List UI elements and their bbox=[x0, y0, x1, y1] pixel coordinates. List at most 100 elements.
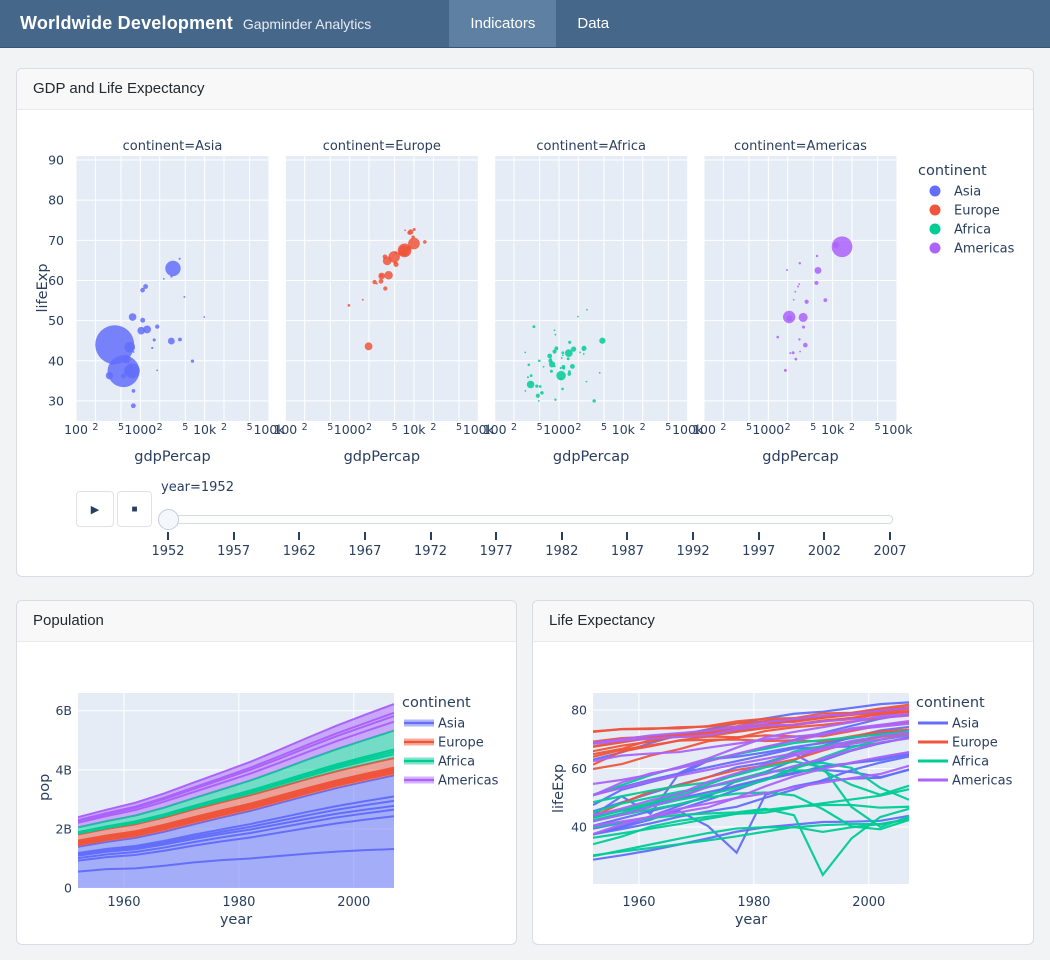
svg-text:100: 100 bbox=[483, 422, 507, 437]
legend-item-americas[interactable]: Americas bbox=[929, 242, 1015, 257]
line-brazil[interactable] bbox=[593, 731, 909, 797]
svg-text:gdpPercap: gdpPercap bbox=[553, 449, 629, 465]
legend-item-asia[interactable]: Asia bbox=[404, 717, 465, 732]
line-zimbabwe[interactable] bbox=[593, 760, 909, 829]
svg-text:2: 2 bbox=[430, 422, 436, 433]
nav-tabs: Indicators Data bbox=[449, 0, 630, 47]
line-afghanistan[interactable] bbox=[593, 814, 909, 861]
line-sierra-leone[interactable] bbox=[593, 818, 909, 857]
svg-text:5: 5 bbox=[182, 422, 188, 433]
legend-item-europe[interactable]: Europe bbox=[929, 204, 1000, 219]
line-chile[interactable] bbox=[593, 712, 909, 786]
svg-text:2B: 2B bbox=[55, 821, 72, 836]
legend-item-europe[interactable]: Europe bbox=[404, 736, 484, 751]
legend-item-americas[interactable]: Americas bbox=[404, 774, 499, 789]
line-angola[interactable] bbox=[593, 817, 909, 858]
svg-text:2000: 2000 bbox=[852, 895, 885, 910]
facet-americas[interactable] bbox=[776, 236, 853, 372]
svg-text:Europe: Europe bbox=[952, 736, 998, 751]
slider-tick-label-2002: 2002 bbox=[807, 544, 841, 559]
slider-tick-label-1992: 1992 bbox=[676, 544, 710, 559]
svg-text:1980: 1980 bbox=[222, 895, 255, 910]
svg-text:40: 40 bbox=[571, 819, 587, 834]
gdp-life-card-title: GDP and Life Expectancy bbox=[17, 69, 1033, 110]
line-united-states[interactable] bbox=[593, 714, 909, 745]
line-bangladesh[interactable] bbox=[593, 755, 909, 836]
svg-text:year: year bbox=[220, 912, 252, 928]
svg-text:pop: pop bbox=[37, 774, 53, 801]
population-chart[interactable]: 0 2B 4B 6B 1960 1980 2000 year pop continent Asia E… bbox=[17, 641, 518, 946]
life-expectancy-card-title: Life Expectancy bbox=[533, 601, 1033, 642]
line-canada[interactable] bbox=[593, 706, 909, 744]
area-china[interactable] bbox=[78, 849, 394, 888]
slider-tick bbox=[298, 532, 301, 540]
app-subtitle: Gapminder Analytics bbox=[242, 15, 372, 32]
line-guatemala[interactable] bbox=[593, 737, 909, 823]
svg-text:2: 2 bbox=[575, 422, 581, 433]
area-indonesia[interactable] bbox=[78, 809, 394, 861]
line-rwanda[interactable] bbox=[593, 807, 909, 878]
svg-text:5: 5 bbox=[392, 422, 398, 433]
line-mauritius[interactable] bbox=[593, 729, 909, 796]
facet-asia[interactable] bbox=[95, 257, 272, 409]
slider-tick bbox=[560, 532, 563, 540]
life-expectancy-chart[interactable]: 40 60 80 1960 1980 2000 year lifeExp continent As… bbox=[533, 641, 1035, 946]
svg-text:2: 2 bbox=[720, 422, 726, 433]
svg-text:60: 60 bbox=[48, 273, 64, 288]
svg-text:2: 2 bbox=[221, 422, 227, 433]
svg-text:Africa: Africa bbox=[438, 755, 475, 770]
slider-tick bbox=[889, 532, 891, 540]
slider-tick-label-2007: 2007 bbox=[873, 544, 907, 559]
play-button[interactable]: ▶ bbox=[76, 491, 114, 527]
svg-text:5: 5 bbox=[456, 422, 462, 433]
stop-button[interactable]: ■ bbox=[117, 491, 152, 527]
population-card: Population 0 2B 4B 6B 1960 1980 2000 year pop con… bbox=[16, 600, 517, 945]
year-slider-handle[interactable] bbox=[158, 509, 179, 530]
facet-africa[interactable] bbox=[524, 308, 606, 403]
svg-text:gdpPercap: gdpPercap bbox=[134, 449, 210, 465]
legend-item-africa[interactable]: Africa bbox=[918, 755, 989, 770]
legend-item-africa[interactable]: Africa bbox=[404, 755, 475, 770]
svg-text:0: 0 bbox=[64, 881, 72, 896]
svg-text:30: 30 bbox=[48, 393, 64, 408]
line-bolivia[interactable] bbox=[593, 751, 909, 827]
tab-data[interactable]: Data bbox=[577, 15, 610, 32]
slider-ticks: 1952 1957 1962 1967 1972 1977 1982 1987 1992 1997… bbox=[17, 69, 1033, 576]
slider-tick bbox=[495, 532, 498, 540]
svg-text:5: 5 bbox=[601, 422, 607, 433]
svg-text:1980: 1980 bbox=[737, 895, 770, 910]
slider-tick-label-1962: 1962 bbox=[282, 544, 316, 559]
svg-text:60: 60 bbox=[571, 761, 587, 776]
slider-tick bbox=[692, 532, 695, 540]
facet-europe[interactable] bbox=[347, 227, 427, 351]
area-united-states[interactable] bbox=[78, 721, 394, 828]
legend-item-asia[interactable]: Asia bbox=[918, 717, 979, 732]
svg-text:1000: 1000 bbox=[124, 422, 156, 437]
line-peru[interactable] bbox=[593, 734, 909, 817]
svg-text:2: 2 bbox=[640, 422, 646, 433]
tab-indicators[interactable]: Indicators bbox=[449, 0, 557, 47]
svg-text:50: 50 bbox=[48, 313, 64, 328]
legend-item-europe[interactable]: Europe bbox=[918, 736, 998, 751]
svg-text:2: 2 bbox=[849, 422, 855, 433]
line-iraq[interactable] bbox=[593, 752, 909, 813]
legend-item-asia[interactable]: Asia bbox=[929, 185, 982, 200]
line-hungary[interactable] bbox=[593, 728, 909, 758]
gdp-life-chart[interactable]: 30 40 50 60 70 80 90 lifeExp continent=Asia 100 2 5… bbox=[17, 109, 1035, 479]
svg-text:40: 40 bbox=[48, 353, 64, 368]
life-expectancy-card: Life Expectancy 40 60 80 1960 1980 2000 year li… bbox=[532, 600, 1034, 945]
slider-tick-label-1972: 1972 bbox=[413, 544, 448, 559]
svg-text:100k: 100k bbox=[881, 422, 913, 437]
svg-text:10k: 10k bbox=[193, 422, 217, 437]
legend-item-americas[interactable]: Americas bbox=[918, 774, 1013, 789]
slider-tick-label-1957: 1957 bbox=[217, 544, 251, 559]
app-title: Worldwide Development bbox=[20, 13, 233, 33]
line-ethiopia[interactable] bbox=[593, 788, 909, 846]
area-other-africa[interactable] bbox=[78, 730, 394, 833]
legend-item-africa[interactable]: Africa bbox=[929, 223, 992, 238]
slider-tick-label-1997: 1997 bbox=[742, 544, 776, 559]
line-nigeria[interactable] bbox=[593, 803, 909, 839]
area-india[interactable] bbox=[78, 816, 394, 872]
slider-tick bbox=[823, 532, 826, 540]
slider-tick bbox=[232, 532, 235, 540]
